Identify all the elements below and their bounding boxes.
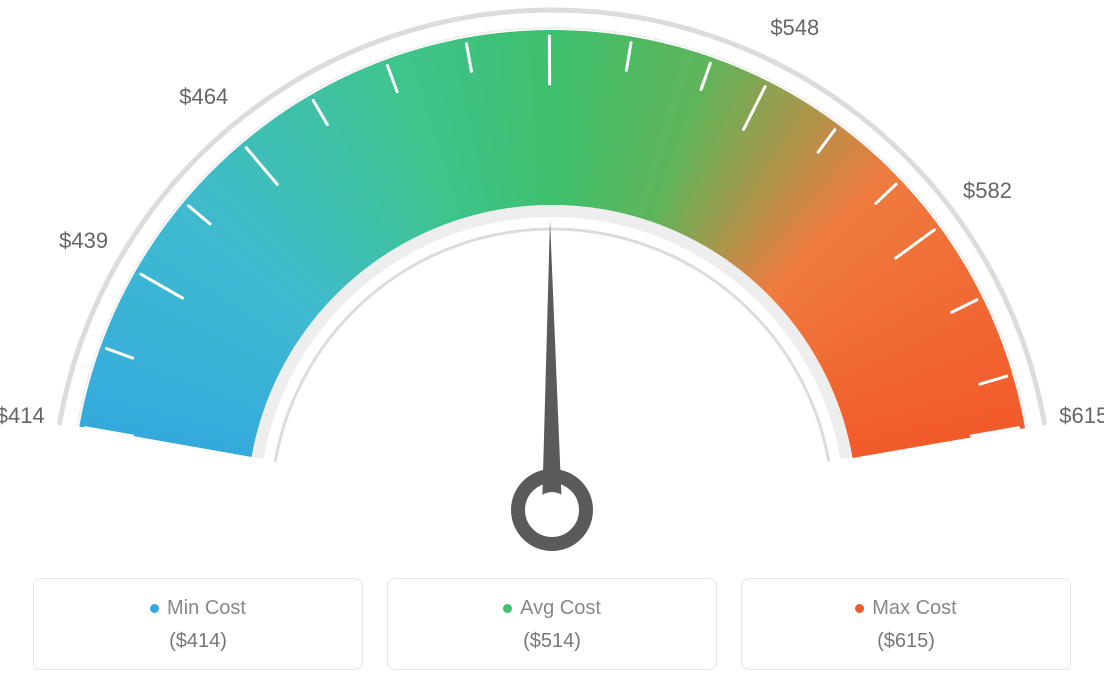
gauge-tick-label: $615 [1059,403,1104,429]
legend-card-min: Min Cost ($414) [33,578,363,670]
cost-gauge: $414$439$464$514$548$582$615 [0,0,1104,560]
legend-card-max: Max Cost ($615) [741,578,1071,670]
legend-label-min: Min Cost [167,597,246,620]
gauge-svg [0,0,1104,560]
gauge-tick-label: $582 [963,178,1012,204]
legend-title-min: Min Cost [150,597,246,620]
gauge-tick-label: $439 [59,228,108,254]
legend-dot-max [855,604,864,613]
legend-title-avg: Avg Cost [503,597,601,620]
legend-value-max: ($615) [752,630,1060,653]
legend-row: Min Cost ($414) Avg Cost ($514) Max Cost… [0,578,1104,670]
legend-card-avg: Avg Cost ($514) [387,578,717,670]
gauge-tick-label: $548 [770,15,819,41]
legend-dot-min [150,604,159,613]
legend-value-min: ($414) [44,630,352,653]
gauge-tick-label: $414 [0,403,45,429]
gauge-tick-label: $464 [179,84,228,110]
legend-label-max: Max Cost [872,597,956,620]
legend-value-avg: ($514) [398,630,706,653]
legend-dot-avg [503,604,512,613]
legend-title-max: Max Cost [855,597,956,620]
legend-label-avg: Avg Cost [520,597,601,620]
